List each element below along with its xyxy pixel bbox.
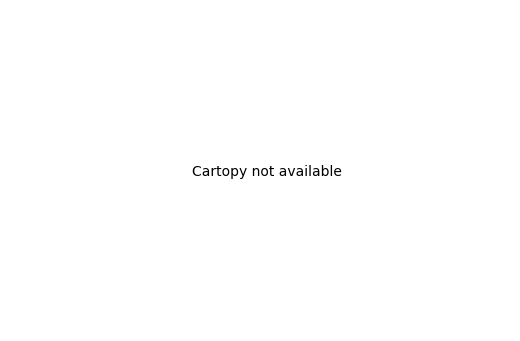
Text: Cartopy not available: Cartopy not available — [191, 165, 342, 179]
